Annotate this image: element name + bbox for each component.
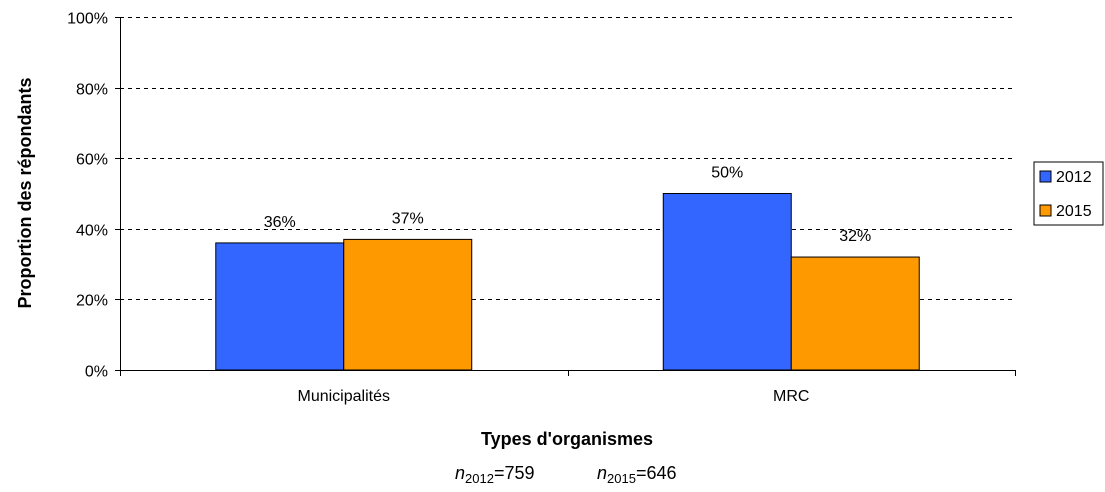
y-tick-label: 100%	[67, 11, 108, 28]
bar-2015-1	[790, 256, 920, 371]
data-label-2012-1: 50%	[711, 165, 743, 182]
y-tick-label: 0%	[85, 364, 108, 381]
y-tick-label: 20%	[76, 293, 108, 310]
data-label-2015-0: 37%	[392, 210, 424, 227]
data-label-2015-1: 32%	[839, 228, 871, 245]
data-labels: 36% 37% 50% 32%	[264, 165, 872, 246]
x-tick-label: MRC	[773, 388, 809, 405]
bars	[215, 193, 920, 371]
legend-label-2015: 2015	[1056, 203, 1092, 220]
data-label-2012-0: 36%	[264, 214, 296, 231]
legend: 2012 2015	[1033, 161, 1104, 226]
bar-2015-0	[343, 238, 473, 371]
axes: 0% 20% 40% 60% 80% 100% Municipalités MRC	[67, 11, 1016, 405]
bar-2012-0	[215, 242, 345, 371]
legend-swatch-2012	[1039, 170, 1052, 183]
sample-size-2012: n2012=759	[455, 463, 534, 486]
y-tick-label: 40%	[76, 223, 108, 240]
x-axis-title: Types d'organismes	[481, 429, 653, 449]
x-tick-label: Municipalités	[298, 388, 390, 405]
y-tick-label: 80%	[76, 82, 108, 99]
bar-2012-1	[662, 193, 792, 371]
y-axis-title: Proportion des répondants	[15, 77, 35, 308]
sample-size-2015: n2015=646	[597, 463, 676, 486]
legend-label-2012: 2012	[1056, 169, 1092, 186]
y-tick-label: 60%	[76, 152, 108, 169]
legend-swatch-2015	[1039, 204, 1052, 217]
